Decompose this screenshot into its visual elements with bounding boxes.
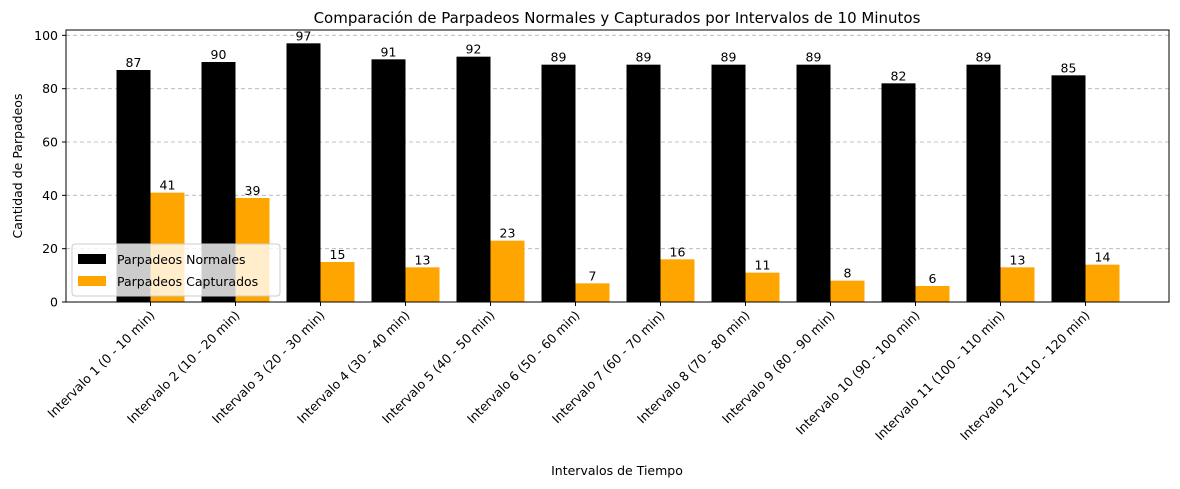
bar-labels: 87 90 97 91 92 89 89 89 89 82 89 85 41 39 15 13 23 7 16 11 8…	[126, 28, 1111, 286]
legend: Parpadeos Normales Parpadeos Capturados	[71, 243, 281, 297]
bar-capturados	[1085, 264, 1120, 302]
legend-label-capturados: Parpadeos Capturados	[117, 274, 258, 289]
bar-value-label: 7	[589, 268, 597, 283]
bar-value-label: 89	[806, 50, 822, 65]
chart-title: Comparación de Parpadeos Normales y Capt…	[314, 9, 921, 27]
y-axis: 0 20 40 60 80 100	[34, 28, 66, 310]
bar-normales	[1051, 75, 1086, 302]
x-axis-label: Intervalos de Tiempo	[551, 463, 683, 478]
bar-value-label: 15	[330, 247, 346, 262]
legend-swatch-normales	[78, 254, 106, 264]
bar-value-label: 16	[670, 244, 686, 259]
y-tick-label: 0	[50, 295, 58, 310]
bar-capturados	[320, 262, 355, 302]
bar-normales	[796, 64, 831, 303]
bar-value-label: 87	[126, 55, 142, 70]
bar-capturados	[575, 283, 610, 302]
bar-normales	[966, 64, 1001, 303]
y-tick-label: 40	[42, 188, 58, 203]
bar-normales	[711, 64, 746, 303]
bar-normales	[286, 43, 321, 302]
bar-value-label: 89	[636, 50, 652, 65]
bar-normales	[371, 59, 406, 303]
bar-value-label: 89	[551, 50, 567, 65]
bar-capturados	[490, 240, 525, 302]
plot-frame	[65, 29, 1170, 303]
bar-value-label: 41	[160, 178, 176, 193]
bar-value-label: 92	[466, 42, 482, 57]
bar-normales	[456, 56, 491, 302]
y-axis-label: Cantidad de Parpadeos	[10, 94, 25, 239]
bar-value-label: 13	[415, 252, 431, 267]
bar-value-label: 11	[755, 258, 771, 273]
bar-value-label: 13	[1010, 252, 1026, 267]
y-tick-label: 20	[42, 241, 58, 256]
bar-value-label: 85	[1061, 60, 1077, 75]
bar-value-label: 90	[211, 47, 227, 62]
bar-capturados	[915, 286, 950, 302]
bar-capturados	[405, 267, 440, 302]
bar-value-label: 91	[381, 44, 397, 59]
legend-box	[71, 243, 281, 297]
bar-value-label: 89	[976, 50, 992, 65]
y-tick-label: 100	[34, 28, 58, 43]
bar-value-label: 39	[245, 183, 261, 198]
bar-value-label: 23	[500, 226, 516, 241]
bar-value-label: 82	[891, 68, 907, 83]
legend-label-normales: Parpadeos Normales	[117, 252, 246, 267]
bar-normales	[541, 64, 576, 303]
legend-swatch-capturados	[78, 276, 106, 286]
bar-normales	[881, 83, 916, 302]
y-tick-label: 60	[42, 135, 58, 150]
bar-value-label: 6	[929, 271, 937, 286]
bar-normales	[626, 64, 661, 303]
x-axis: Intervalo 1 (0 - 10 min)Intervalo 2 (10 …	[44, 302, 1093, 443]
bar-capturados	[745, 272, 780, 302]
bar-capturados	[830, 280, 865, 302]
bar-value-label: 89	[721, 50, 737, 65]
y-tick-label: 80	[42, 81, 58, 96]
bar-capturados	[1000, 267, 1035, 302]
bar-value-label: 8	[844, 266, 852, 281]
bar-value-label: 14	[1095, 250, 1111, 265]
bar-capturados	[660, 259, 695, 302]
bar-value-label: 97	[296, 28, 312, 43]
